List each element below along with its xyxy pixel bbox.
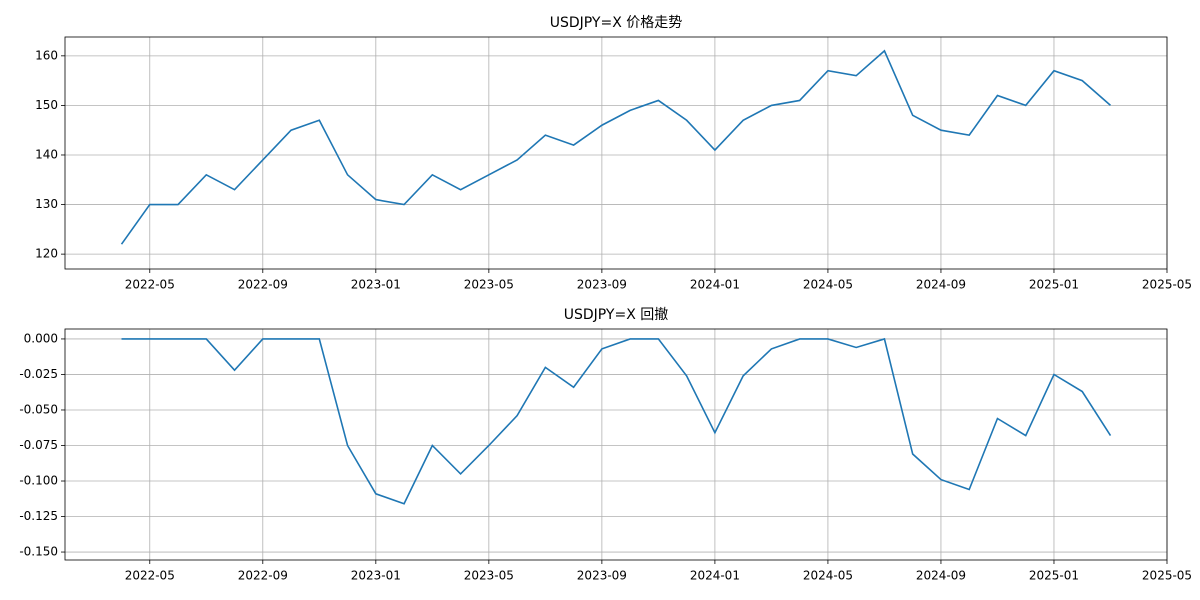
x-tick-label: 2025-01 xyxy=(1029,569,1079,583)
x-tick-label: 2024-09 xyxy=(916,278,966,292)
y-tick-label: -0.025 xyxy=(19,367,58,381)
y-tick-label: -0.125 xyxy=(19,509,58,523)
x-tick-label: 2022-05 xyxy=(125,278,175,292)
x-tick-label: 2023-05 xyxy=(464,569,514,583)
y-tick-label: -0.100 xyxy=(19,474,58,488)
x-tick-label: 2025-01 xyxy=(1029,278,1079,292)
chart-title: USDJPY=X 价格走势 xyxy=(550,15,683,31)
y-tick-label: 150 xyxy=(35,98,58,112)
x-tick-label: 2024-05 xyxy=(803,278,853,292)
price-line xyxy=(121,337,1112,505)
x-tick-label: 2023-09 xyxy=(577,278,627,292)
x-tick-label: 2022-09 xyxy=(238,569,288,583)
x-tick-label: 2023-01 xyxy=(351,278,401,292)
y-tick-label: 130 xyxy=(35,197,58,211)
chart-title: USDJPY=X 回撤 xyxy=(564,307,669,323)
y-tick-label: -0.050 xyxy=(19,402,58,416)
y-tick-label: 120 xyxy=(35,247,58,261)
x-tick-label: 2024-09 xyxy=(916,569,966,583)
price-line xyxy=(120,49,1112,245)
x-tick-label: 2022-05 xyxy=(125,569,175,583)
y-tick-label: 140 xyxy=(35,147,58,161)
y-tick-label: 0.000 xyxy=(24,331,58,345)
x-tick-label: 2022-09 xyxy=(238,278,288,292)
x-tick-label: 2025-05 xyxy=(1142,278,1192,292)
x-tick-label: 2023-01 xyxy=(351,569,401,583)
y-tick-label: -0.150 xyxy=(19,545,58,559)
x-tick-label: 2023-09 xyxy=(577,569,627,583)
x-tick-label: 2024-01 xyxy=(690,569,740,583)
y-tick-label: 160 xyxy=(35,48,58,62)
x-tick-label: 2025-05 xyxy=(1142,569,1192,583)
x-tick-label: 2024-01 xyxy=(690,278,740,292)
x-tick-label: 2023-05 xyxy=(464,278,514,292)
plot-frame xyxy=(64,328,1168,561)
x-tick-label: 2024-05 xyxy=(803,569,853,583)
plot-frame xyxy=(64,36,1168,270)
y-tick-label: -0.075 xyxy=(19,438,58,452)
